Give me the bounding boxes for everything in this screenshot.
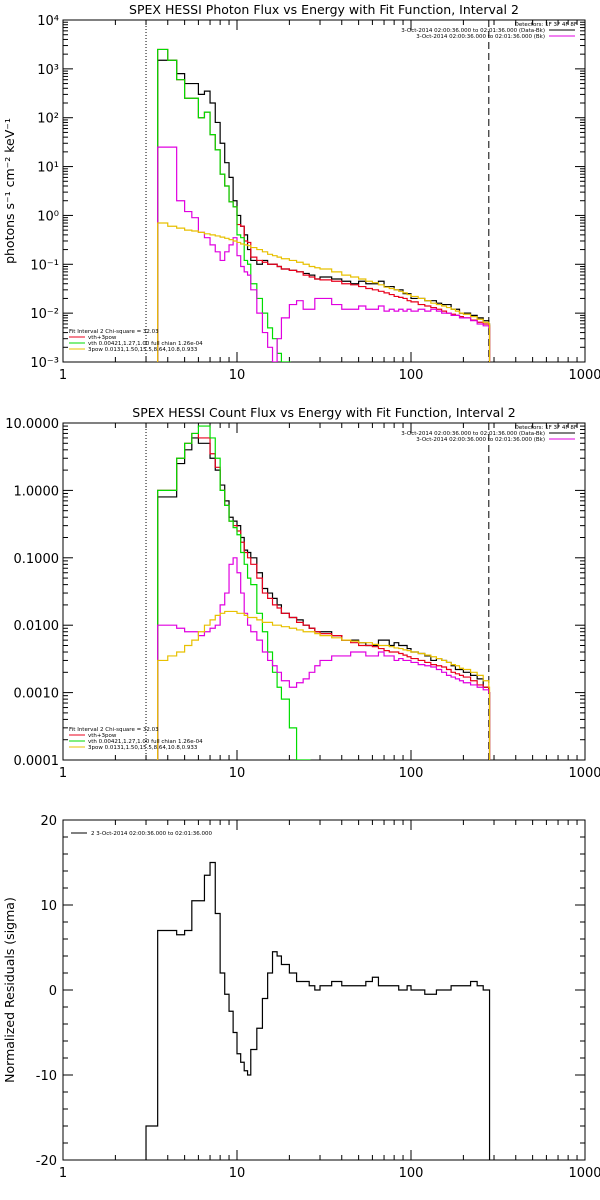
series-line-1 <box>145 861 491 1160</box>
x-tick-label: 10 <box>229 368 246 383</box>
legend-entry: 3pow 0.0131,1.50,15.5,8.64,10.8,0.933 <box>88 347 198 353</box>
x-tick-label: 100 <box>399 766 424 781</box>
x-tick-label: 1 <box>59 368 67 383</box>
legend-bottom-left: Fit Interval 2 Chi-square = 32.03vth+3po… <box>69 329 203 353</box>
series-line-4 <box>157 557 491 760</box>
x-tick-label: 1 <box>59 766 67 781</box>
plot-frame <box>62 422 586 761</box>
series-line-1 <box>157 59 491 362</box>
legend-entry: 3-Oct-2014 02:00:36.000 to 02:01:36.000 … <box>416 34 545 40</box>
y-tick-label: -10 <box>36 1069 57 1084</box>
legend-entry: Detectors: 1F 3F 4F 8F <box>515 425 577 431</box>
y-tick-label: 10⁻¹ <box>30 258 59 273</box>
series-line-2 <box>157 432 491 760</box>
panel-2: SPEX HESSI Count Flux vs Energy with Fit… <box>5 405 600 781</box>
legend-entry: 3-Oct-2014 02:00:36.000 to 02:01:36.000 … <box>401 431 545 437</box>
legend-entry: vth+3pow <box>88 335 117 341</box>
legend-top-right: Detectors: 1F 3F 4F 8F3-Oct-2014 02:00:3… <box>401 425 577 443</box>
x-tick-label: 10 <box>229 1166 246 1181</box>
y-tick-label: 10.0000 <box>5 417 59 432</box>
y-tick-label: 0.0001 <box>14 754 60 769</box>
y-tick-label: 0 <box>49 984 57 999</box>
y-tick-label: 10³ <box>37 63 59 78</box>
series-line-3 <box>157 425 311 760</box>
legend-top-right: Detectors: 1F 3F 4F 8F3-Oct-2014 02:00:3… <box>401 22 577 40</box>
legend-entry: Fit Interval 2 Chi-square = 32.03 <box>69 727 159 733</box>
y-axis-label: Normalized Residuals (sigma) <box>2 897 17 1083</box>
legend: 2 3-Oct-2014 02:00:36.000 to 02:01:36.00… <box>71 831 213 837</box>
x-tick-label: 1000 <box>568 368 600 383</box>
legend-entry: vth+3pow <box>88 733 117 739</box>
x-tick-label: 100 <box>399 368 424 383</box>
plot-frame <box>62 19 586 363</box>
x-tick-label: 1000 <box>568 766 600 781</box>
y-tick-label: -20 <box>36 1154 57 1169</box>
series-line-3 <box>157 48 291 362</box>
legend-entry: vth 0.00421,1.27,1.00 full chian 1.26e-0… <box>88 341 203 347</box>
series-line-5 <box>157 222 491 362</box>
legend-entry: 2 3-Oct-2014 02:00:36.000 to 02:01:36.00… <box>91 831 213 837</box>
y-tick-label: 20 <box>40 814 57 829</box>
y-tick-label: 1.0000 <box>14 484 60 499</box>
y-tick-label: 10⁻³ <box>30 356 59 371</box>
y-tick-label: 0.0100 <box>14 619 60 634</box>
y-tick-label: 10⁰ <box>37 209 59 224</box>
y-tick-label: 0.0010 <box>14 687 60 702</box>
legend-entry: 3-Oct-2014 02:00:36.000 to 02:01:36.000 … <box>401 28 545 34</box>
chart-title: SPEX HESSI Count Flux vs Energy with Fit… <box>132 405 515 420</box>
legend-entry: vth 0.00421,1.27,1.00 full chian 1.26e-0… <box>88 739 203 745</box>
legend-entry: Detectors: 1F 3F 4F 8F <box>515 22 577 28</box>
x-tick-label: 1000 <box>568 1166 600 1181</box>
legend-entry: 3pow 0.0131,1.50,15.5,8.64,10.8,0.933 <box>88 745 198 751</box>
series-line-5 <box>157 610 491 760</box>
legend-entry: 3-Oct-2014 02:00:36.000 to 02:01:36.000 … <box>416 437 545 443</box>
chart-title: SPEX HESSI Photon Flux vs Energy with Fi… <box>129 2 519 17</box>
y-tick-label: 10¹ <box>37 161 59 176</box>
y-tick-label: 0.1000 <box>14 552 60 567</box>
y-tick-label: 10⁴ <box>37 14 59 29</box>
panel-1: SPEX HESSI Photon Flux vs Energy with Fi… <box>2 2 600 383</box>
y-axis-label: photons s⁻¹ cm⁻² keV⁻¹ <box>2 118 17 264</box>
x-tick-label: 100 <box>399 1166 424 1181</box>
series-line-4 <box>157 146 491 362</box>
y-tick-label: 10² <box>37 112 59 127</box>
series-line-2 <box>157 48 491 362</box>
x-tick-label: 10 <box>229 766 246 781</box>
y-tick-label: 10 <box>40 899 57 914</box>
plot-frame <box>62 819 586 1161</box>
y-tick-label: 10⁻² <box>30 307 59 322</box>
legend-bottom-left: Fit Interval 2 Chi-square = 32.03vth+3po… <box>69 727 203 751</box>
legend-entry: Fit Interval 2 Chi-square = 32.03 <box>69 329 159 335</box>
series-line-1 <box>157 437 491 760</box>
x-tick-label: 1 <box>59 1166 67 1181</box>
